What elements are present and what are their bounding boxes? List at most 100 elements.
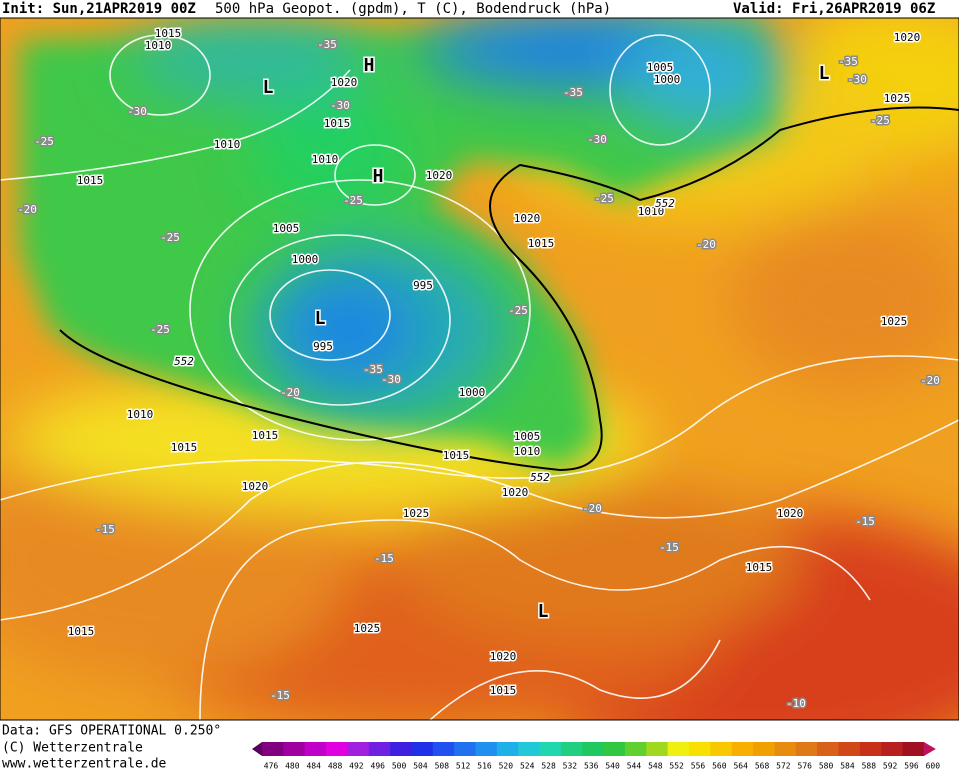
colorbar-label: 488 <box>328 762 343 770</box>
colorbar-cell <box>859 742 882 756</box>
geopotential-label: 552 <box>174 355 194 368</box>
isobar-label: 995 <box>313 340 333 353</box>
temperature-label: -10 <box>786 697 806 710</box>
geopotential-label: 552 <box>655 197 675 210</box>
temperature-label: -30 <box>381 373 401 386</box>
colorbar-cell <box>689 742 711 756</box>
colorbar-label: 516 <box>477 762 492 770</box>
isobar-label: 1020 <box>502 486 529 499</box>
temperature-label: -15 <box>95 523 115 536</box>
colorbar-cell <box>411 742 434 756</box>
isobar-label: 1020 <box>331 76 358 89</box>
temperature-label: -30 <box>127 105 147 118</box>
colorbar-label: 508 <box>435 762 450 770</box>
valid-time: Valid: Fri,26APR2019 06Z <box>733 1 935 17</box>
isobar-label: 1025 <box>884 92 911 105</box>
colorbar-label: 568 <box>755 762 770 770</box>
temperature-label: -15 <box>659 541 679 554</box>
temperature-label: -25 <box>870 114 890 127</box>
temperature-label: -35 <box>838 55 858 68</box>
colorbar-label: 556 <box>691 762 706 770</box>
colorbar-label: 548 <box>648 762 663 770</box>
colorbar-cell <box>753 742 775 756</box>
website: www.wetterzentrale.de <box>2 757 167 770</box>
temperature-label: -30 <box>330 99 350 112</box>
pressure-center: L <box>819 63 830 84</box>
temperature-label: -25 <box>34 135 54 148</box>
colorbar-label: 492 <box>349 762 364 770</box>
colorbar-cell <box>667 742 690 756</box>
isobar-label: 1025 <box>354 622 381 635</box>
pressure-center: L <box>263 77 274 98</box>
pressure-center: H <box>373 166 384 187</box>
colorbar-cell <box>283 742 306 756</box>
colorbar-label: 588 <box>862 762 877 770</box>
colorbar-cell <box>817 742 839 756</box>
colorbar-label: 512 <box>456 762 471 770</box>
temperature-label: -15 <box>270 689 290 702</box>
colorbar-end <box>252 742 262 756</box>
pressure-center: L <box>538 601 549 622</box>
isobar-label: 1015 <box>171 441 198 454</box>
copyright: (C) Wetterzentrale <box>2 741 143 756</box>
colorbar-cell <box>518 742 541 756</box>
isobar-label: 1015 <box>490 684 517 697</box>
temperature-label: -25 <box>343 194 363 207</box>
colorbar-label: 596 <box>904 762 919 770</box>
geopotential-label: 552 <box>530 471 550 484</box>
isobar-label: 1010 <box>312 153 339 166</box>
isobar-label: 1005 <box>647 61 674 74</box>
init-time: Init: Sun,21APR2019 00Z <box>2 1 196 17</box>
colorbar-cell <box>646 742 669 756</box>
552-contour <box>59 106 959 472</box>
isobar-label: 1020 <box>490 650 517 663</box>
isobar-label: 1020 <box>777 507 804 520</box>
colorbar-end <box>923 742 936 756</box>
colorbar-cell <box>795 742 818 756</box>
colorbar-label: 592 <box>883 762 898 770</box>
temperature-label: -35 <box>363 363 383 376</box>
colorbar-cell <box>432 742 455 756</box>
colorbar-cell <box>603 742 626 756</box>
isobar-label: 1000 <box>292 253 319 266</box>
temperature-label: -15 <box>374 552 394 565</box>
isobar-label: 1010 <box>127 408 154 421</box>
colorbar-label: 544 <box>627 762 642 770</box>
temperature-label: -30 <box>587 133 607 146</box>
colorbar-cell <box>838 742 861 756</box>
colorbar-label: 600 <box>926 762 941 770</box>
colorbar-label: 480 <box>285 762 300 770</box>
colorbar-cell <box>326 742 348 756</box>
data-source: Data: GFS OPERATIONAL 0.250° <box>2 724 221 739</box>
colorbar-cell <box>368 742 391 756</box>
isobar-label: 1000 <box>459 386 486 399</box>
colorbar-label: 504 <box>413 762 428 770</box>
isobar-label: 1015 <box>443 449 470 462</box>
isobar-label: 1020 <box>426 169 453 182</box>
colorbar-label: 484 <box>306 762 321 770</box>
temperature-label: -20 <box>280 386 300 399</box>
temperature-label: -25 <box>160 231 180 244</box>
isobar-label: 1010 <box>514 445 541 458</box>
isobar-label: 1025 <box>881 315 908 328</box>
temperature-label: -20 <box>920 374 940 387</box>
pressure-center: L <box>315 308 326 329</box>
colorbar-label: 576 <box>798 762 813 770</box>
temperature-label: -25 <box>594 192 614 205</box>
temperature-label: -35 <box>563 86 583 99</box>
colorbar-cell <box>390 742 412 756</box>
colorbar-label: 496 <box>371 762 386 770</box>
isobar-label: 1010 <box>145 39 172 52</box>
colorbar-cell <box>774 742 797 756</box>
colorbar-label: 532 <box>563 762 578 770</box>
colorbar-label: 540 <box>605 762 620 770</box>
isobar-label: 1015 <box>155 27 182 40</box>
colorbar-label: 500 <box>392 762 407 770</box>
colorbar-cell <box>475 742 498 756</box>
isobar-label: 1025 <box>403 507 430 520</box>
temperature-label: -35 <box>317 38 337 51</box>
isobar-label: 1010 <box>638 205 665 218</box>
isobar-label: 1015 <box>68 625 95 638</box>
